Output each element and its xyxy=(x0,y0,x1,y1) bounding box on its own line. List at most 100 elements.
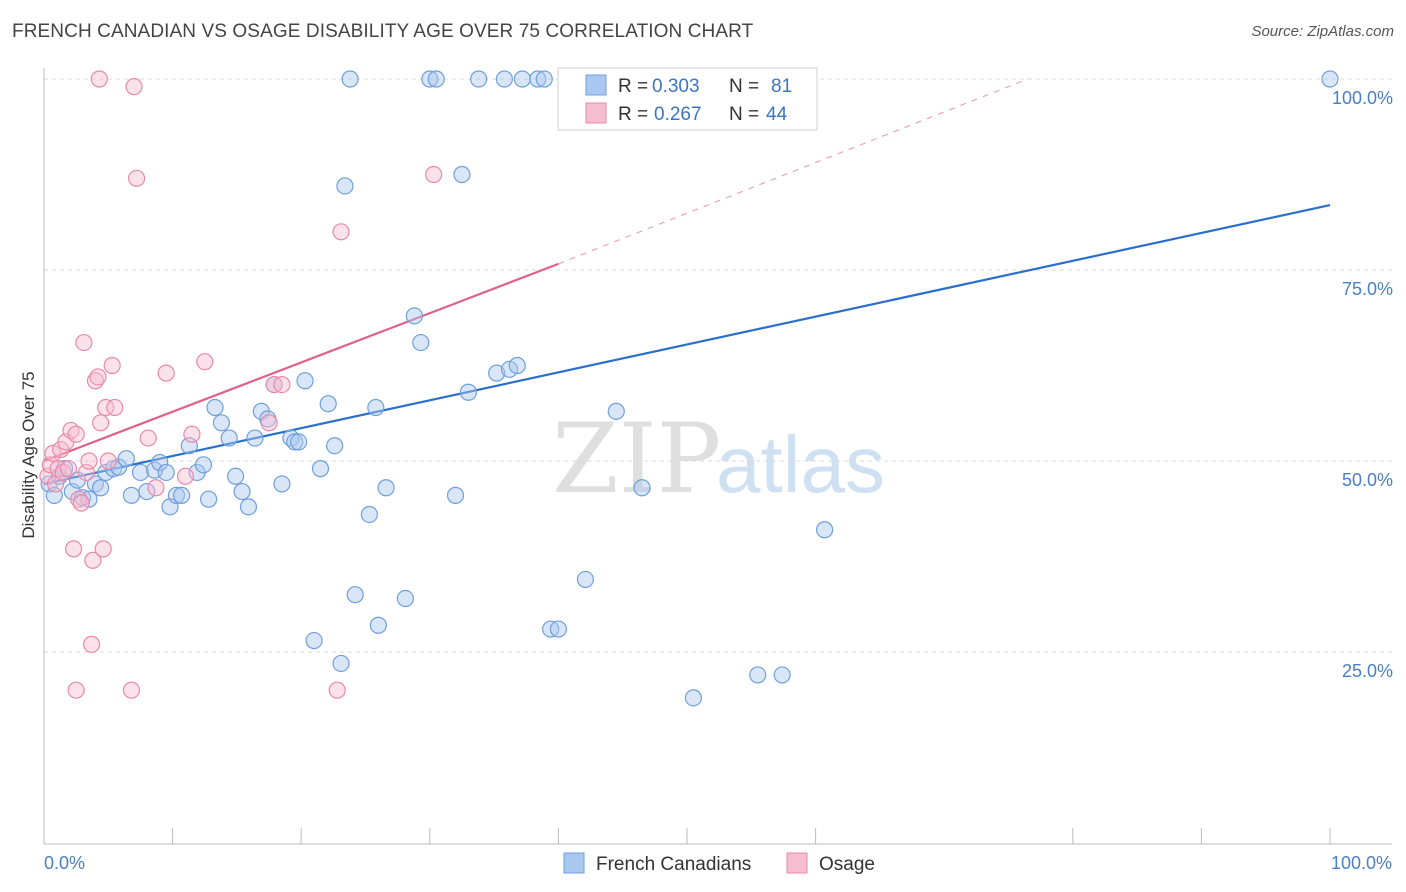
point-osage xyxy=(89,368,107,386)
legend-n-value-1: 81 xyxy=(771,76,792,97)
y-tick-label: 50.0% xyxy=(1342,470,1393,490)
point-osage xyxy=(64,540,83,558)
point-french-canadians xyxy=(305,631,323,650)
point-french-canadians xyxy=(513,70,531,88)
point-french-canadians xyxy=(346,586,364,604)
point-french-canadians xyxy=(427,70,445,88)
source-credit: Source: ZipAtlas.com xyxy=(1251,23,1394,40)
point-french-canadians xyxy=(549,620,568,638)
point-french-canadians xyxy=(816,521,834,539)
trend-lines xyxy=(43,78,1331,485)
legend-n-label-2: N = xyxy=(729,104,759,125)
point-french-canadians xyxy=(326,437,344,455)
watermark-atlas: atlas xyxy=(716,420,885,509)
point-osage xyxy=(183,425,201,443)
point-french-canadians xyxy=(220,429,238,447)
point-french-canadians xyxy=(332,654,350,673)
point-osage xyxy=(122,681,141,699)
point-french-canadians xyxy=(157,463,175,482)
point-french-canadians xyxy=(446,486,465,504)
chart-title: FRENCH CANADIAN VS OSAGE DISABILITY AGE … xyxy=(12,21,754,42)
point-french-canadians xyxy=(535,70,553,88)
legend-n-value-2: 44 xyxy=(766,104,788,125)
point-osage xyxy=(332,223,350,241)
point-french-canadians xyxy=(1321,70,1339,88)
point-french-canadians xyxy=(453,165,471,184)
point-osage xyxy=(147,479,165,497)
point-french-canadians xyxy=(239,498,258,516)
point-osage xyxy=(91,414,110,432)
point-osage xyxy=(125,78,143,96)
point-osage xyxy=(196,353,214,371)
point-french-canadians xyxy=(212,414,231,432)
point-french-canadians xyxy=(367,398,385,417)
data-points xyxy=(39,70,1339,707)
point-french-canadians xyxy=(246,429,264,447)
bottom-legend-swatch-pink xyxy=(786,852,808,874)
point-osage xyxy=(44,444,62,462)
point-french-canadians xyxy=(495,70,513,88)
point-osage xyxy=(106,398,124,417)
point-osage xyxy=(84,551,102,569)
point-french-canadians xyxy=(131,463,150,482)
point-osage xyxy=(67,425,85,443)
legend-swatch-pink xyxy=(585,102,607,124)
legend-box: R = 0.303 N = 81 R = 0.267 N = 44 xyxy=(557,67,818,131)
point-osage xyxy=(157,364,175,382)
point-french-canadians xyxy=(369,616,387,634)
point-french-canadians xyxy=(91,479,110,497)
point-osage xyxy=(97,398,115,417)
point-french-canadians xyxy=(749,666,767,684)
point-french-canadians xyxy=(233,482,251,501)
y-axis-label: Disability Age Over 75 xyxy=(19,371,38,538)
point-osage xyxy=(94,540,112,558)
bottom-legend-swatch-blue xyxy=(563,852,585,874)
point-french-canadians xyxy=(488,364,506,382)
point-osage xyxy=(260,414,278,432)
point-osage xyxy=(72,494,90,512)
legend-swatch-blue xyxy=(585,74,607,96)
point-french-canadians xyxy=(319,395,337,413)
point-osage xyxy=(139,429,157,447)
point-french-canadians xyxy=(360,505,378,524)
point-french-canadians xyxy=(470,70,488,88)
watermark-zip: ZIP xyxy=(552,403,721,515)
legend-r-value-1: 0.303 xyxy=(652,76,700,97)
point-french-canadians xyxy=(206,398,224,417)
point-french-canadians xyxy=(296,372,314,390)
point-french-canadians xyxy=(117,450,135,468)
trend-line-osage xyxy=(43,262,559,463)
y-tick-labels: 25.0% 50.0% 75.0% 100.0% xyxy=(1332,88,1393,681)
point-french-canadians xyxy=(286,433,304,451)
point-osage xyxy=(273,376,291,394)
point-french-canadians xyxy=(341,70,359,88)
point-french-canadians xyxy=(421,70,439,88)
point-osage xyxy=(82,635,101,653)
point-french-canadians xyxy=(607,402,625,420)
point-french-canadians xyxy=(200,490,218,508)
point-french-canadians xyxy=(500,360,519,378)
point-french-canadians xyxy=(773,666,791,684)
bottom-legend-french-canadians: French Canadians xyxy=(596,854,751,875)
trend-line-french-canadians xyxy=(43,203,1331,485)
legend-n-label-1: N = xyxy=(729,76,759,97)
point-french-canadians xyxy=(412,333,430,352)
point-french-canadians xyxy=(405,307,423,325)
point-french-canadians xyxy=(377,479,395,497)
point-french-canadians xyxy=(151,453,169,472)
point-osage xyxy=(425,165,443,184)
point-osage xyxy=(99,452,117,470)
point-french-canadians xyxy=(194,456,213,474)
point-french-canadians xyxy=(311,460,330,478)
gridlines xyxy=(44,78,1392,653)
point-french-canadians xyxy=(576,570,595,589)
point-french-canadians xyxy=(122,486,141,504)
point-osage xyxy=(59,460,78,478)
point-french-canadians xyxy=(290,433,308,451)
point-french-canadians xyxy=(508,356,526,375)
legend-r-label-1: R = xyxy=(618,76,648,97)
bottom-legend-osage: Osage xyxy=(819,854,875,875)
point-french-canadians xyxy=(167,486,186,504)
point-french-canadians xyxy=(173,486,191,504)
